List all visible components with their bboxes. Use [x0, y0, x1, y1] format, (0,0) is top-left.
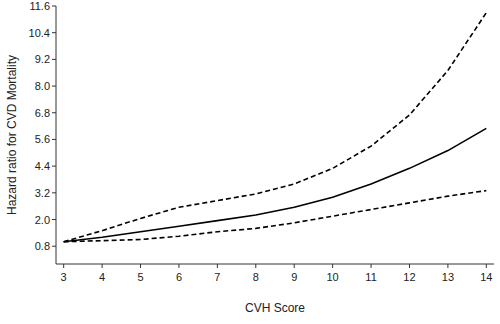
y-tick-label: 2.0: [35, 214, 50, 226]
x-tick-label: 7: [214, 271, 220, 283]
y-tick: [52, 219, 56, 220]
x-tick-label: 10: [327, 271, 339, 283]
y-tick-label: 9.2: [35, 53, 50, 65]
y-tick-label: 4.4: [35, 160, 50, 172]
chart-container: 0.8 2.0 3.2 4.4 5.6 6.8 8.0 9.2 10.4 11.6 3 4 5 6 7 8 9 1…: [0, 0, 500, 324]
x-tick: [255, 264, 256, 268]
x-tick: [102, 264, 103, 268]
y-tick-label: 10.4: [29, 27, 50, 39]
x-tick-label: 3: [61, 271, 67, 283]
y-tick: [52, 86, 56, 87]
y-axis-label: Hazard ratio for CVD Mortality: [5, 55, 19, 215]
ci-line: [64, 13, 487, 242]
y-tick: [52, 246, 56, 247]
plot-area: [64, 13, 487, 242]
y-tick-label: 8.0: [35, 80, 50, 92]
y-tick: [52, 192, 56, 193]
x-tick-label: 5: [137, 271, 143, 283]
y-axis-line: [56, 6, 57, 264]
x-axis-line: [56, 264, 494, 265]
x-tick: [63, 264, 64, 268]
x-tick: [140, 264, 141, 268]
y-tick-label: 5.6: [35, 133, 50, 145]
hr-line: [64, 128, 487, 241]
y-tick: [52, 166, 56, 167]
y-tick: [52, 112, 56, 113]
x-tick: [178, 264, 179, 268]
y-tick: [52, 32, 56, 33]
x-tick: [371, 264, 372, 268]
y-tick-label: 11.6: [29, 0, 50, 12]
x-tick: [486, 264, 487, 268]
y-tick: [52, 139, 56, 140]
x-axis-label: CVH Score: [245, 301, 305, 315]
x-tick-label: 6: [176, 271, 182, 283]
y-tick: [52, 59, 56, 60]
y-tick-label: 0.8: [35, 240, 50, 252]
y-tick: [52, 6, 56, 7]
x-tick-label: 12: [403, 271, 415, 283]
x-tick: [332, 264, 333, 268]
y-tick-label: 6.8: [35, 107, 50, 119]
x-tick-label: 14: [480, 271, 492, 283]
y-tick-label: 3.2: [35, 187, 50, 199]
x-tick: [447, 264, 448, 268]
x-tick-label: 4: [99, 271, 105, 283]
x-tick: [409, 264, 410, 268]
x-tick-label: 9: [291, 271, 297, 283]
x-tick-label: 11: [365, 271, 376, 283]
ci-line: [64, 191, 487, 242]
x-tick-label: 13: [442, 271, 454, 283]
x-tick: [294, 264, 295, 268]
x-tick: [217, 264, 218, 268]
chart-svg: 0.8 2.0 3.2 4.4 5.6 6.8 8.0 9.2 10.4 11.6 3 4 5 6 7 8 9 1…: [0, 0, 500, 324]
x-tick-label: 8: [253, 271, 259, 283]
